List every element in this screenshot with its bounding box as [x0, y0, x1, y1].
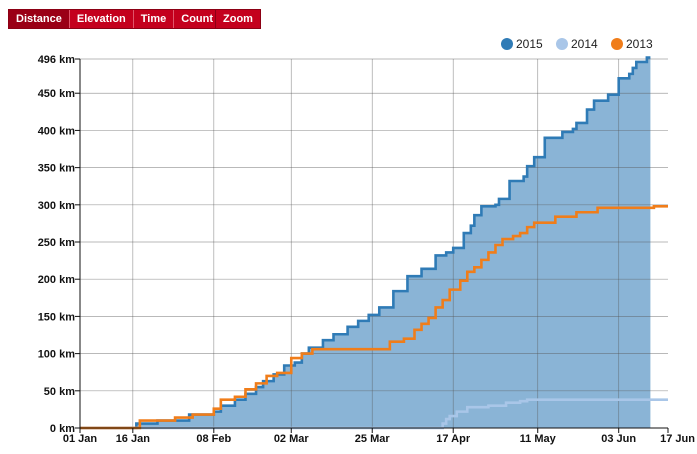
- tab-elevation[interactable]: Elevation: [68, 10, 133, 28]
- y-tick-label: 496 km: [38, 54, 76, 66]
- y-tick-label: 150 km: [38, 311, 76, 323]
- y-tick-label: 300 km: [38, 200, 76, 212]
- y-tick-label: 250 km: [38, 237, 76, 249]
- zoom-button[interactable]: Zoom: [215, 9, 261, 29]
- legend-item-2014: 2014: [556, 37, 598, 51]
- series-2015-area: [80, 57, 651, 429]
- series-2014-line: [80, 398, 668, 430]
- y-tick-label: 350 km: [38, 163, 76, 175]
- tab-count[interactable]: Count: [173, 10, 220, 28]
- tab-time[interactable]: Time: [132, 10, 173, 28]
- x-tick-label: 03 Jun: [601, 433, 636, 445]
- x-tick-label: 02 Mar: [274, 433, 310, 445]
- legend-swatch: [611, 38, 623, 50]
- y-tick-label: 400 km: [38, 125, 76, 137]
- x-tick-label: 17 Jun: [660, 433, 695, 445]
- x-tick-label: 01 Jan: [63, 433, 98, 445]
- y-tick-label: 200 km: [38, 274, 76, 286]
- x-tick-label: 17 Apr: [436, 433, 471, 445]
- legend-item-2013: 2013: [611, 37, 653, 51]
- y-tick-label: 0 km: [50, 423, 75, 435]
- legend-label: 2013: [626, 37, 653, 51]
- x-tick-label: 25 Mar: [355, 433, 391, 445]
- tab-distance[interactable]: Distance: [9, 10, 69, 28]
- series-2013-line: [80, 205, 668, 430]
- legend-item-2015: 2015: [501, 37, 543, 51]
- legend-label: 2014: [571, 37, 598, 51]
- y-tick-label: 100 km: [38, 349, 76, 361]
- x-tick-label: 08 Feb: [196, 433, 231, 445]
- legend-label: 2015: [516, 37, 543, 51]
- metric-tab-group: Distance Elevation Time Count: [8, 9, 222, 29]
- x-tick-label: 11 May: [520, 433, 557, 445]
- x-tick-label: 16 Jan: [116, 433, 151, 445]
- legend-swatch: [556, 38, 568, 50]
- y-tick-label: 50 km: [44, 386, 75, 398]
- legend-swatch: [501, 38, 513, 50]
- y-tick-label: 450 km: [38, 88, 76, 100]
